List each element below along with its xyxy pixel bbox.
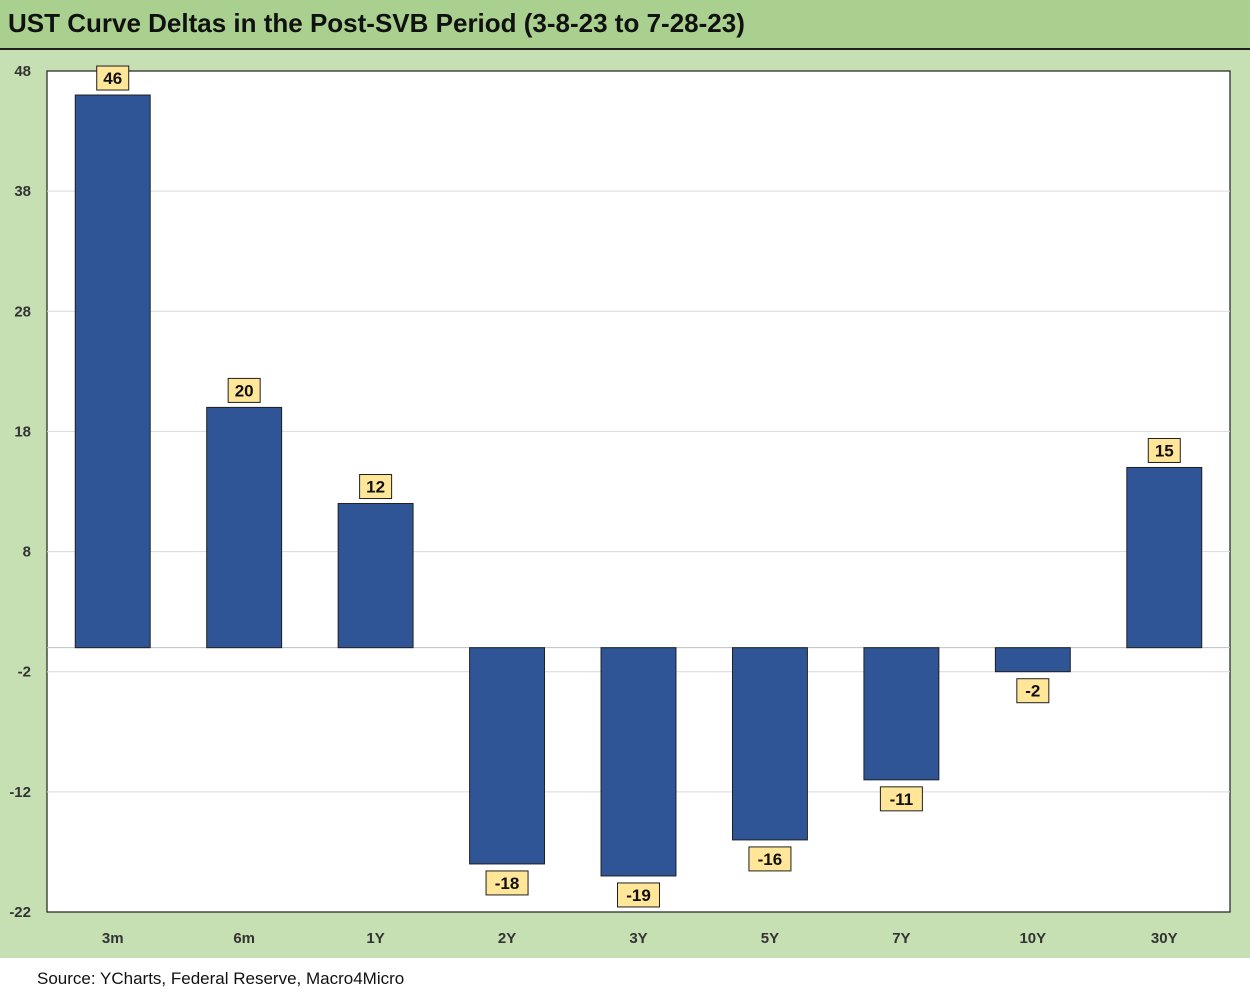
- data-label: 20: [235, 381, 254, 400]
- y-tick-label: 18: [14, 423, 31, 440]
- y-tick-label: 28: [14, 303, 31, 320]
- data-label: -19: [626, 886, 651, 905]
- data-label-box: [1016, 678, 1050, 704]
- data-label-box: [96, 65, 130, 91]
- data-label-box: [879, 786, 923, 812]
- source-note: Source: YCharts, Federal Reserve, Macro4…: [37, 969, 405, 988]
- data-label: 46: [103, 69, 122, 88]
- bar-10Y: [994, 647, 1071, 673]
- data-label: -2: [1025, 682, 1040, 701]
- y-tick-label: -22: [9, 904, 31, 921]
- bar-chart: 48 38 28 18 8 -2 -12 -22 46 3m 20 6m 12 1Y -18 2Y -19 3Y -…: [9, 63, 1231, 947]
- x-tick-label: 1Y: [366, 930, 384, 947]
- bar-30Y: [1126, 466, 1203, 649]
- data-label-box: [748, 846, 792, 872]
- bar-1Y: [337, 503, 414, 649]
- y-tick-label: 48: [14, 63, 31, 80]
- data-label: 15: [1155, 441, 1174, 460]
- bar-3Y: [600, 647, 677, 877]
- data-label: -18: [495, 874, 520, 893]
- bar-6m: [206, 406, 283, 649]
- bar-5Y: [731, 647, 808, 841]
- x-tick-label: 30Y: [1151, 930, 1178, 947]
- chart-title: UST Curve Deltas in the Post-SVB Period …: [8, 8, 745, 38]
- data-label-box: [359, 474, 393, 500]
- x-tick-label: 2Y: [498, 930, 516, 947]
- y-tick-label: 8: [23, 544, 31, 561]
- source-bar: Source: YCharts, Federal Reserve, Macro4…: [0, 958, 1250, 1000]
- x-tick-label: 5Y: [761, 930, 779, 947]
- x-tick-label: 3Y: [629, 930, 647, 947]
- data-label: -16: [758, 850, 783, 869]
- bar-3m: [74, 94, 151, 649]
- y-tick-label: -12: [9, 784, 31, 801]
- data-label: -11: [890, 790, 914, 809]
- title-bar: UST Curve Deltas in the Post-SVB Period …: [0, 0, 1250, 50]
- y-tick-label: -2: [18, 664, 31, 681]
- x-tick-label: 3m: [102, 930, 124, 947]
- x-tick-label: 6m: [233, 930, 255, 947]
- data-label-box: [617, 882, 660, 908]
- y-tick-label: 38: [14, 183, 31, 200]
- data-label: 12: [366, 478, 385, 497]
- data-label-box: [227, 377, 261, 403]
- bar-2Y: [469, 647, 546, 865]
- x-tick-label: 7Y: [892, 930, 910, 947]
- data-label-box: [1147, 437, 1181, 463]
- bar-7Y: [863, 647, 940, 781]
- x-tick-label: 10Y: [1019, 930, 1046, 947]
- data-label-box: [485, 870, 529, 896]
